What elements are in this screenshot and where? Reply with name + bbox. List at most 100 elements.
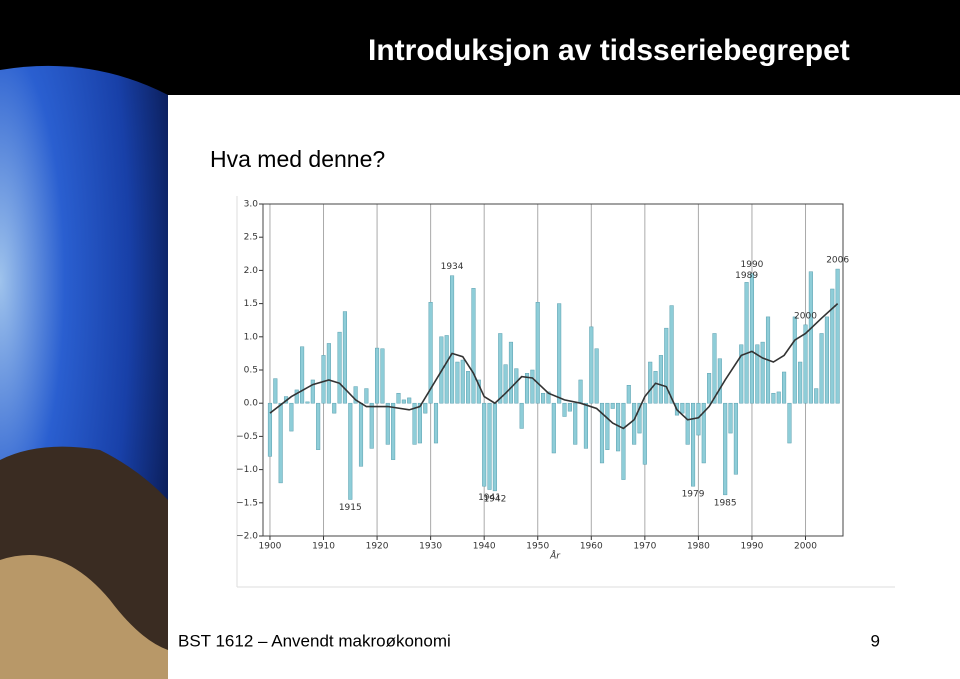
annotation: 1934 [441,262,464,272]
bar [755,344,760,404]
bar [449,275,455,404]
bar [267,402,273,457]
y-tick-label: 0.5 [244,366,258,376]
bar [433,402,439,444]
bar [798,361,803,404]
bar [680,402,685,414]
bar [690,402,696,487]
slide-subtitle: Hva med denne? [210,146,385,172]
annotation: 2000 [794,311,817,321]
bar [723,402,728,496]
bar [637,402,642,434]
annotation: 1990 [741,260,764,270]
bar [316,402,321,450]
bar [503,364,508,404]
bar [599,402,605,464]
bar [412,402,417,445]
bar [658,355,663,404]
x-tick-label: 1910 [312,542,335,552]
bar [605,402,610,450]
bar [391,402,396,460]
bar [782,371,787,404]
x-tick-label: 1900 [259,542,282,552]
y-tick-label: 2.0 [244,266,259,276]
x-tick-label: 1940 [473,542,496,552]
bar [583,402,588,449]
bar [701,402,706,464]
bar [589,326,594,404]
y-tick-label: 0.0 [244,399,259,409]
bar [830,288,835,404]
footer: BST 1612 – Anvendt makroøkonomi [178,631,451,650]
bar [535,302,540,404]
bar [632,402,637,445]
bar [514,368,519,404]
earth-desert [0,555,168,679]
bar [353,386,358,404]
bar [476,379,481,404]
bar [557,303,562,404]
bar [712,333,717,404]
bar [728,402,733,434]
bar [648,361,653,404]
bar [546,391,551,404]
bar [749,273,755,404]
bar [744,282,749,404]
bar [460,359,465,404]
slide-title: Introduksjon av tidsseriebegrepet [368,34,850,67]
y-tick-label: −1.5 [236,498,258,508]
bar [621,402,626,480]
bar [562,402,567,417]
annotation: 1915 [339,503,362,513]
bar [332,402,337,414]
bar [444,335,449,404]
bar [717,358,722,404]
bar [407,397,412,404]
bar [364,388,369,404]
bar [385,402,390,445]
x-tick-label: 2000 [794,542,817,552]
bar [814,388,819,404]
page-number: 9 [871,631,880,650]
bar [626,385,631,404]
bar [471,288,476,404]
bar [530,369,535,404]
bar [342,311,347,404]
bar [508,341,514,404]
annotation: 2006 [826,256,849,266]
bar [466,371,471,404]
bar [519,402,524,429]
bar [375,347,380,404]
bar [653,371,658,404]
bar [310,379,315,404]
bar [273,378,278,404]
bar [573,402,578,445]
annotation: 1985 [714,498,737,508]
bar [482,402,487,487]
bar [337,331,342,404]
bar [401,399,406,404]
bar [594,348,599,404]
x-axis-label: År [549,550,561,562]
bar [524,373,530,404]
bar [771,392,776,404]
bar [787,402,792,444]
x-tick-label: 1950 [526,542,549,552]
y-tick-label: −2.0 [236,532,258,542]
bar [417,402,422,444]
x-tick-label: 1930 [419,542,442,552]
bar [685,402,690,445]
trend-line [269,303,839,430]
bar [707,373,712,404]
bar [487,402,492,490]
bar [669,305,674,404]
annotation: 1989 [735,271,758,281]
bar [321,355,326,404]
y-tick-label: −0.5 [236,432,258,442]
bar [578,379,583,404]
bar [428,302,433,404]
bar [803,324,808,404]
y-tick-label: 1.0 [244,332,259,342]
